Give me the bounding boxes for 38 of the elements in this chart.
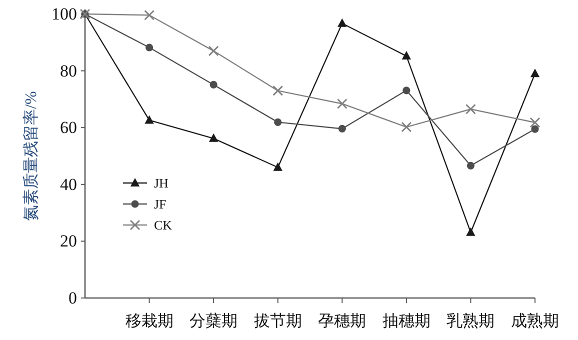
point <box>336 98 348 109</box>
point <box>401 122 412 132</box>
point <box>208 133 218 142</box>
y-tick-label: 20 <box>60 232 77 251</box>
x-tick-label: 分蘖期 <box>190 312 238 330</box>
point <box>531 125 539 133</box>
point <box>210 80 218 89</box>
x-tick-label: 成熟期 <box>511 312 559 330</box>
point <box>274 118 282 126</box>
point <box>466 162 475 170</box>
point <box>272 85 284 96</box>
point <box>530 68 540 78</box>
x-tick-label: 拔节期 <box>254 312 302 330</box>
y-tick-label: 40 <box>60 174 77 194</box>
point <box>208 46 219 56</box>
point <box>530 117 540 128</box>
point <box>338 124 346 133</box>
x-tick-label: 孕穗期 <box>318 312 366 330</box>
y-tick-label: 100 <box>52 4 77 24</box>
x-tick-label: 乳熟期 <box>446 312 495 330</box>
point <box>145 44 154 52</box>
point <box>402 51 412 60</box>
legend-label: JF <box>154 196 166 212</box>
point <box>402 86 410 94</box>
x-tick-label: 移栽期 <box>125 312 174 330</box>
point <box>465 104 476 114</box>
point <box>144 10 155 20</box>
y-tick-label: 0 <box>68 288 77 308</box>
point <box>466 227 476 236</box>
y-tick-label: 60 <box>60 118 77 138</box>
x-tick-label: 抽穗期 <box>382 312 430 330</box>
point <box>338 18 347 27</box>
legend-label: CK <box>154 218 173 232</box>
y-axis-title: 氮素质量残留率/% <box>22 91 40 221</box>
point <box>273 162 282 171</box>
y-tick-label: 80 <box>60 61 77 80</box>
legend-label: JH <box>154 176 168 190</box>
point <box>144 115 154 124</box>
